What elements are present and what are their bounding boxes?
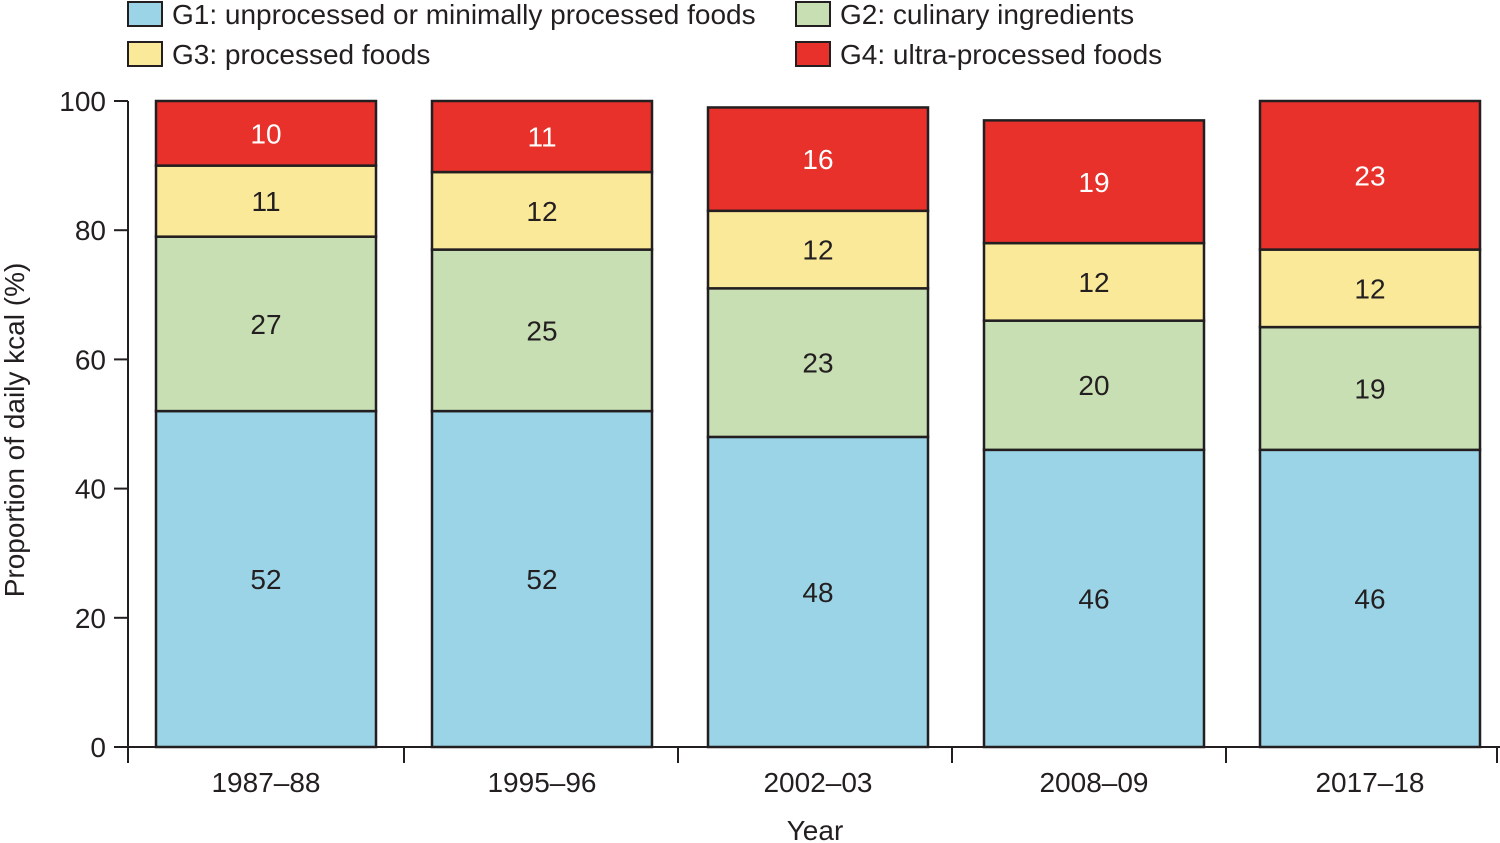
y-tick-label-80: 80: [75, 215, 106, 246]
y-tick-label-0: 0: [90, 732, 106, 763]
y-tick-label-60: 60: [75, 344, 106, 375]
bar-segment-g1-3: [982, 448, 1206, 749]
legend-swatch-g2: [795, 1, 831, 27]
bar-segment-g2-1: [430, 248, 654, 413]
y-axis: 0 20 40 60 80 100: [59, 86, 129, 763]
x-tick-label-0: 1987–88: [211, 767, 320, 798]
data-label-g4-3: 19: [1078, 167, 1109, 198]
data-label-g1-0: 52: [250, 564, 281, 595]
x-axis-label: Year: [787, 815, 844, 843]
y-tick-label-20: 20: [75, 603, 106, 634]
bar-segment-g2-4: [1258, 325, 1482, 452]
x-tick-label-2: 2002–03: [763, 767, 872, 798]
data-label-g1-2: 48: [802, 577, 833, 608]
data-label-g1-1: 52: [526, 564, 557, 595]
data-label-g3-1: 12: [526, 196, 557, 227]
y-axis-label: Proportion of daily kcal (%): [0, 263, 30, 598]
bar-segment-g2-0: [154, 235, 378, 413]
legend-swatch-g1: [127, 1, 163, 27]
bar-segment-g3-2: [706, 209, 930, 290]
bar-segment-g4-2: [706, 106, 930, 213]
bar-segment-g2-2: [706, 287, 930, 439]
bars-area: 52 27 11 10 52 25 12 11 48 23 12 16 46 20 12 19 46 19 12 23: [154, 99, 1482, 749]
x-axis: 1987–88 1995–96 2002–03 2008–09 2017–18: [127, 746, 1500, 798]
data-label-g1-4: 46: [1354, 583, 1385, 614]
legend: G1: unprocessed or minimally processed f…: [127, 0, 1162, 70]
legend-swatch-g4: [795, 41, 831, 67]
bar-segment-g3-4: [1258, 248, 1482, 329]
data-label-g3-0: 11: [251, 186, 280, 217]
bar-segment-g4-0: [154, 99, 378, 167]
data-label-g1-3: 46: [1078, 583, 1109, 614]
bar-segment-g3-1: [430, 170, 654, 251]
bar-segment-g4-3: [982, 119, 1206, 245]
legend-label-g4: G4: ultra-processed foods: [840, 39, 1162, 70]
data-label-g4-1: 11: [527, 122, 556, 153]
legend-label-g1: G1: unprocessed or minimally processed f…: [172, 0, 756, 30]
x-tick-label-3: 2008–09: [1039, 767, 1148, 798]
data-label-g3-2: 12: [802, 235, 833, 266]
bar-segment-g4-4: [1258, 99, 1482, 251]
x-tick-label-4: 2017–18: [1315, 767, 1424, 798]
data-label-g2-4: 19: [1354, 373, 1385, 404]
bar-segment-g4-1: [430, 99, 654, 174]
y-tick-label-40: 40: [75, 474, 106, 505]
data-label-g2-3: 20: [1078, 370, 1109, 401]
data-label-g3-3: 12: [1078, 267, 1109, 298]
x-tick-label-1: 1995–96: [487, 767, 596, 798]
bar-segment-g1-1: [430, 409, 654, 749]
legend-label-g3: G3: processed foods: [172, 39, 430, 70]
bar-segment-g1-4: [1258, 448, 1482, 749]
bar-segment-g3-3: [982, 241, 1206, 322]
data-label-g4-2: 16: [802, 144, 833, 175]
data-label-g4-0: 10: [250, 118, 281, 149]
data-label-g2-0: 27: [250, 309, 281, 340]
data-label-g3-4: 12: [1354, 273, 1385, 304]
bar-segment-g1-0: [154, 409, 378, 749]
data-label-g2-1: 25: [526, 315, 557, 346]
data-label-g2-2: 23: [802, 348, 833, 379]
y-tick-label-100: 100: [59, 86, 106, 117]
legend-swatch-g3: [127, 41, 163, 67]
legend-label-g2: G2: culinary ingredients: [840, 0, 1134, 30]
data-label-g4-4: 23: [1354, 160, 1385, 191]
